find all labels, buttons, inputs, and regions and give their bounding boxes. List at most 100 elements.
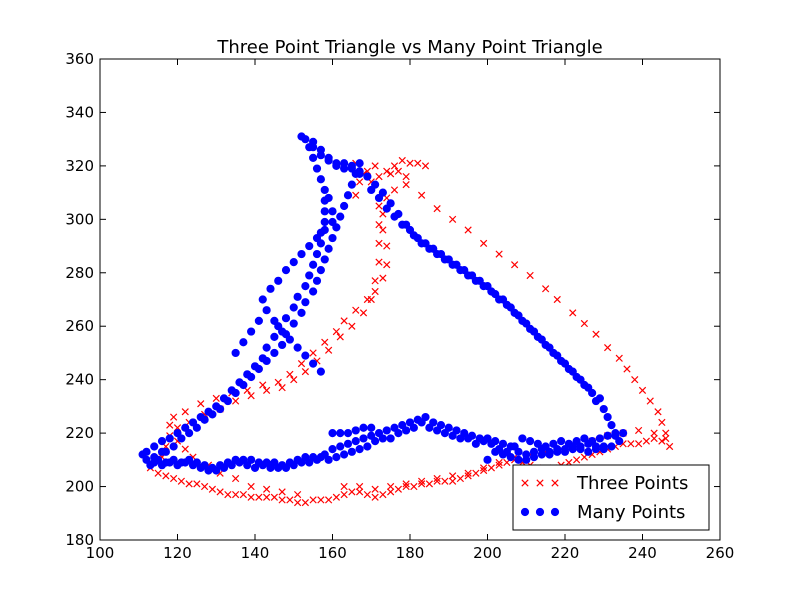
data-point-dot (281, 463, 291, 472)
data-point-x (181, 408, 189, 416)
data-point-x (604, 343, 612, 352)
data-point-dot (336, 212, 345, 221)
data-point-x (650, 434, 658, 443)
data-point-x (472, 469, 480, 477)
data-point-x (212, 394, 220, 402)
data-point-x (301, 498, 309, 507)
data-point-x (363, 490, 371, 499)
data-point-x (352, 306, 360, 314)
data-point-dot (150, 442, 159, 451)
data-point-dot (386, 199, 395, 208)
data-point-dot (568, 445, 577, 454)
data-point-dot (374, 429, 384, 438)
data-point-dot (537, 335, 546, 344)
data-point-dot (332, 159, 341, 168)
data-point-dot (254, 316, 263, 325)
data-point-dot (312, 276, 322, 285)
legend-marker (536, 479, 544, 487)
data-point-x (301, 368, 309, 376)
data-point-dot (328, 233, 337, 243)
data-point-dot (413, 415, 422, 424)
data-point-dot (289, 461, 298, 470)
data-point-dot (491, 437, 500, 446)
data-point-dot (359, 434, 368, 443)
data-point-dot (343, 429, 353, 438)
data-point-x (278, 496, 286, 504)
data-point-dot (615, 437, 624, 446)
data-point-dot (452, 426, 461, 435)
data-point-x (356, 178, 364, 186)
data-point-x (348, 488, 356, 496)
data-point-dot (584, 439, 593, 448)
data-point-dot (355, 445, 364, 454)
data-point-dot (374, 193, 384, 203)
data-point-x (449, 472, 457, 480)
y-tick-label: 220 (65, 424, 94, 442)
data-point-x (170, 413, 178, 421)
data-point-dot (359, 423, 368, 432)
data-point-x (394, 485, 402, 493)
legend-marker (521, 479, 529, 487)
data-point-dot (444, 423, 453, 432)
data-point-x (592, 330, 600, 338)
data-point-dot (336, 442, 345, 451)
data-point-dot (498, 450, 508, 459)
data-point-dot (192, 423, 201, 432)
data-point-dot (219, 463, 229, 472)
data-point-dot (545, 450, 554, 459)
data-point-x (414, 159, 422, 167)
data-point-dot (297, 249, 306, 259)
data-point-x (216, 488, 224, 496)
data-point-dot (142, 455, 151, 464)
data-point-dot (204, 466, 213, 475)
data-point-dot (483, 455, 492, 464)
data-point-dot (568, 367, 577, 376)
data-point-x (487, 464, 495, 472)
data-point-x (627, 440, 635, 448)
data-point-dot (514, 455, 523, 464)
data-point-x (247, 392, 255, 400)
data-point-dot (444, 255, 453, 264)
data-point-dot (289, 257, 298, 267)
data-point-x (263, 386, 271, 394)
data-point-dot (336, 429, 345, 438)
data-point-dot (274, 276, 283, 285)
data-point-dot (316, 266, 325, 275)
data-point-dot (258, 295, 267, 304)
data-point-x (259, 381, 267, 389)
data-point-x (352, 191, 360, 199)
data-point-dot (409, 423, 418, 432)
data-point-dot (576, 375, 585, 384)
data-point-x (379, 226, 387, 234)
data-point-x (371, 287, 379, 296)
data-point-x (232, 397, 240, 405)
data-point-dot (320, 185, 329, 195)
data-point-dot (398, 220, 407, 229)
data-point-x (635, 426, 643, 435)
data-point-dot (239, 338, 248, 347)
y-tick-label: 260 (65, 317, 94, 335)
data-point-x (658, 418, 666, 427)
data-point-x (390, 186, 399, 194)
data-point-dot (367, 185, 376, 195)
data-point-x (332, 493, 340, 501)
data-point-dot (270, 316, 279, 325)
data-point-x (263, 485, 271, 493)
data-point-dot (316, 145, 325, 154)
data-point-dot (324, 455, 333, 464)
data-point-x (371, 493, 379, 501)
data-point-x (387, 488, 395, 496)
data-point-x (433, 474, 441, 483)
data-point-dot (498, 295, 508, 304)
data-point-x (294, 498, 302, 507)
data-point-dot (309, 287, 318, 296)
data-point-dot (533, 439, 542, 448)
data-point-x (635, 440, 643, 448)
legend-marker (551, 479, 559, 487)
data-point-dot (216, 404, 225, 414)
data-point-dot (576, 445, 585, 454)
y-tick-label: 180 (65, 531, 94, 549)
data-point-x (309, 349, 317, 357)
data-point-x (495, 250, 503, 258)
